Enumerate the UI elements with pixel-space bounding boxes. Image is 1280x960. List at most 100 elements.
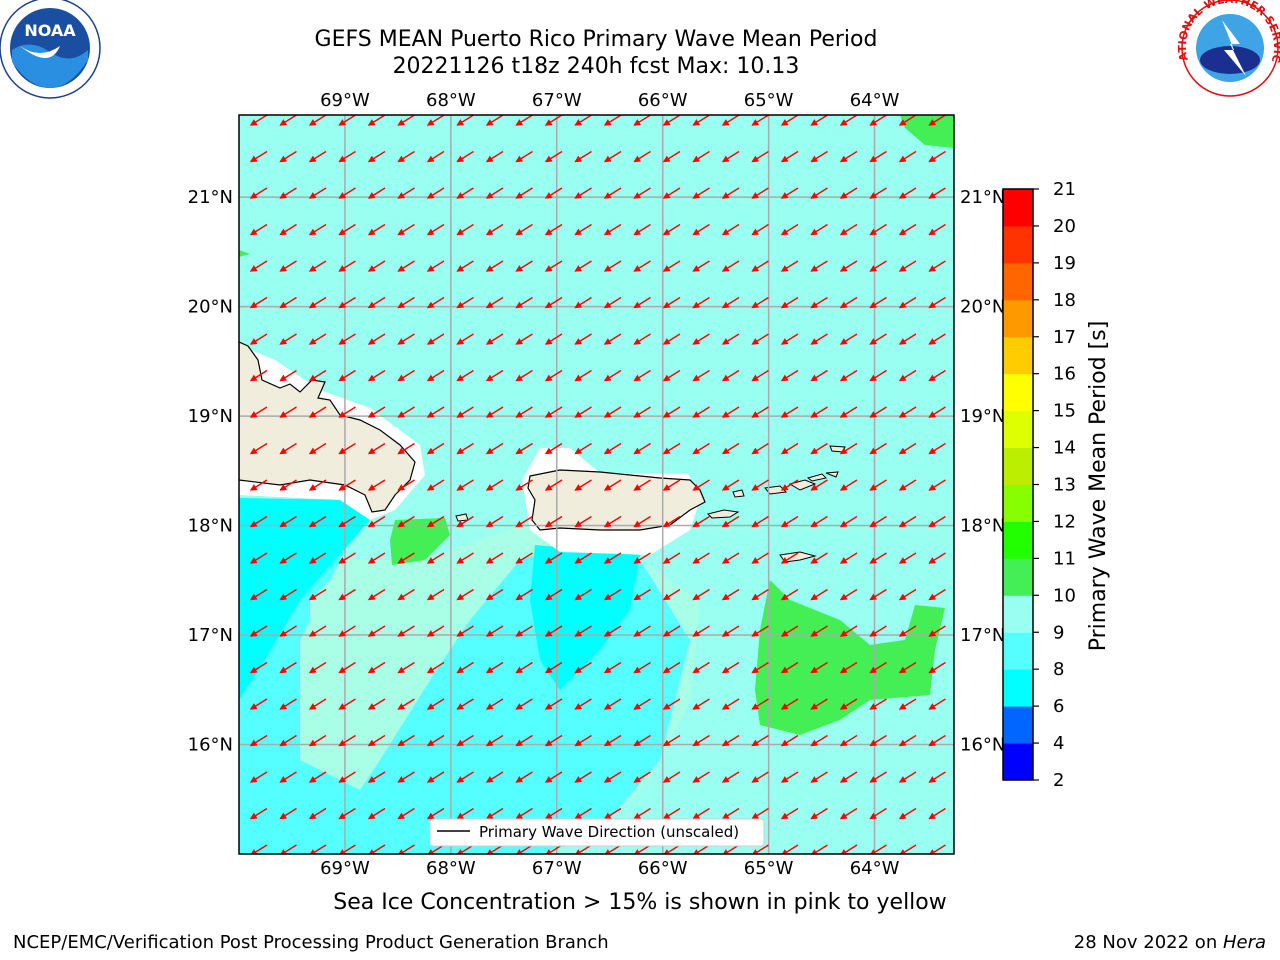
wave-arrow — [662, 734, 681, 747]
wave-arrow — [485, 698, 504, 710]
wave-arrow — [751, 661, 769, 674]
wave-arrow — [544, 296, 563, 309]
colorbar-segment — [1003, 484, 1033, 522]
wave-arrow — [692, 515, 710, 528]
wave-arrow — [721, 588, 740, 601]
wave-arrow — [249, 552, 268, 564]
wave-arrow — [928, 479, 946, 491]
wave-arrow — [839, 734, 858, 747]
wave-arrow — [426, 296, 445, 309]
wave-arrow — [928, 260, 946, 272]
colorbar-segment — [1003, 336, 1033, 375]
wave-arrow — [869, 588, 887, 601]
wave-arrow — [485, 771, 504, 783]
wave-arrow — [751, 552, 769, 564]
wave-arrow — [810, 260, 828, 272]
wave-arrow — [426, 698, 445, 710]
colorbar-segment — [1003, 558, 1033, 596]
wave-arrow — [751, 223, 769, 236]
wave-arrow — [780, 442, 799, 455]
wave-arrow — [928, 333, 946, 345]
wave-arrow — [249, 223, 268, 236]
wave-arrow — [338, 150, 356, 163]
wave-arrow — [485, 187, 504, 199]
wave-arrow — [485, 552, 504, 564]
wave-arrow — [839, 187, 858, 199]
wave-arrow — [839, 333, 858, 345]
lat-label-right: 19°N — [960, 406, 1005, 427]
wave-arrow — [544, 625, 563, 637]
wave-arrow — [426, 369, 445, 382]
wave-arrow — [662, 807, 681, 820]
wave-arrow — [456, 734, 474, 747]
wave-arrow — [515, 260, 533, 272]
wave-arrow — [721, 552, 740, 564]
wave-arrow — [662, 661, 681, 674]
chart-title: GEFS MEAN Puerto Rico Primary Wave Mean … — [314, 27, 878, 52]
wave-arrow — [633, 296, 651, 309]
wave-arrow — [810, 150, 828, 163]
wave-arrow — [928, 698, 946, 710]
wave-arrow — [751, 187, 769, 199]
wave-arrow — [426, 187, 445, 199]
wave-arrow — [367, 442, 386, 455]
wave-arrow — [869, 333, 887, 345]
wave-arrow — [367, 771, 386, 783]
wave-arrow — [367, 260, 386, 272]
wave-arrow — [515, 698, 533, 710]
wave-arrow — [603, 223, 622, 236]
wave-arrow — [515, 588, 533, 601]
wave-arrow — [485, 625, 504, 637]
wave-arrow — [839, 625, 858, 637]
wave-arrow — [574, 369, 592, 382]
wave-arrow — [662, 479, 681, 491]
wave-arrow — [249, 661, 268, 674]
wave-arrow — [928, 771, 946, 783]
wave-arrow — [456, 771, 474, 783]
wave-arrow — [544, 150, 563, 163]
wave-arrow — [397, 150, 415, 163]
wave-arrow — [633, 406, 651, 418]
wave-arrow — [869, 150, 887, 163]
wave-arrow — [839, 260, 858, 272]
wave-arrow — [544, 115, 563, 126]
wave-arrow — [515, 515, 533, 528]
wave-arrow — [751, 406, 769, 418]
wave-arrow — [515, 150, 533, 163]
wave-arrow — [338, 296, 356, 309]
wave-arrow — [367, 588, 386, 601]
wave-arrow — [308, 625, 327, 637]
wave-arrow — [544, 260, 563, 272]
colorbar-tick-label: 18 — [1053, 290, 1076, 311]
wave-arrow — [692, 115, 710, 126]
wave-arrow — [810, 515, 828, 528]
sea-ice-note: Sea Ice Concentration > 15% is shown in … — [333, 890, 947, 915]
colorbar-segment — [1003, 743, 1033, 781]
wave-arrow — [751, 698, 769, 710]
wave-arrow — [751, 260, 769, 272]
wave-arrow — [338, 187, 356, 199]
wave-arrow — [279, 771, 297, 783]
wave-arrow — [633, 552, 651, 564]
wave-arrow — [249, 333, 268, 345]
wave-arrow — [456, 115, 474, 126]
wave-arrow — [544, 698, 563, 710]
wave-arrow — [574, 260, 592, 272]
wave-arrow — [839, 588, 858, 601]
wave-arrow — [308, 115, 327, 126]
green-patch-northeast — [900, 115, 954, 148]
wave-arrow — [249, 807, 268, 820]
wave-arrow — [279, 734, 297, 747]
wave-arrow — [721, 771, 740, 783]
wave-arrow — [928, 223, 946, 236]
wave-arrow — [544, 442, 563, 455]
wave-arrow — [338, 333, 356, 345]
longitude-labels-top: 69°W 68°W 67°W 66°W 65°W 64°W — [320, 90, 900, 111]
wave-arrow — [662, 588, 681, 601]
wave-arrow — [249, 296, 268, 309]
wave-arrow — [928, 442, 946, 455]
wave-arrow — [456, 187, 474, 199]
wave-arrow — [898, 296, 917, 309]
lon-label-top: 67°W — [532, 90, 582, 111]
wave-arrow — [780, 260, 799, 272]
